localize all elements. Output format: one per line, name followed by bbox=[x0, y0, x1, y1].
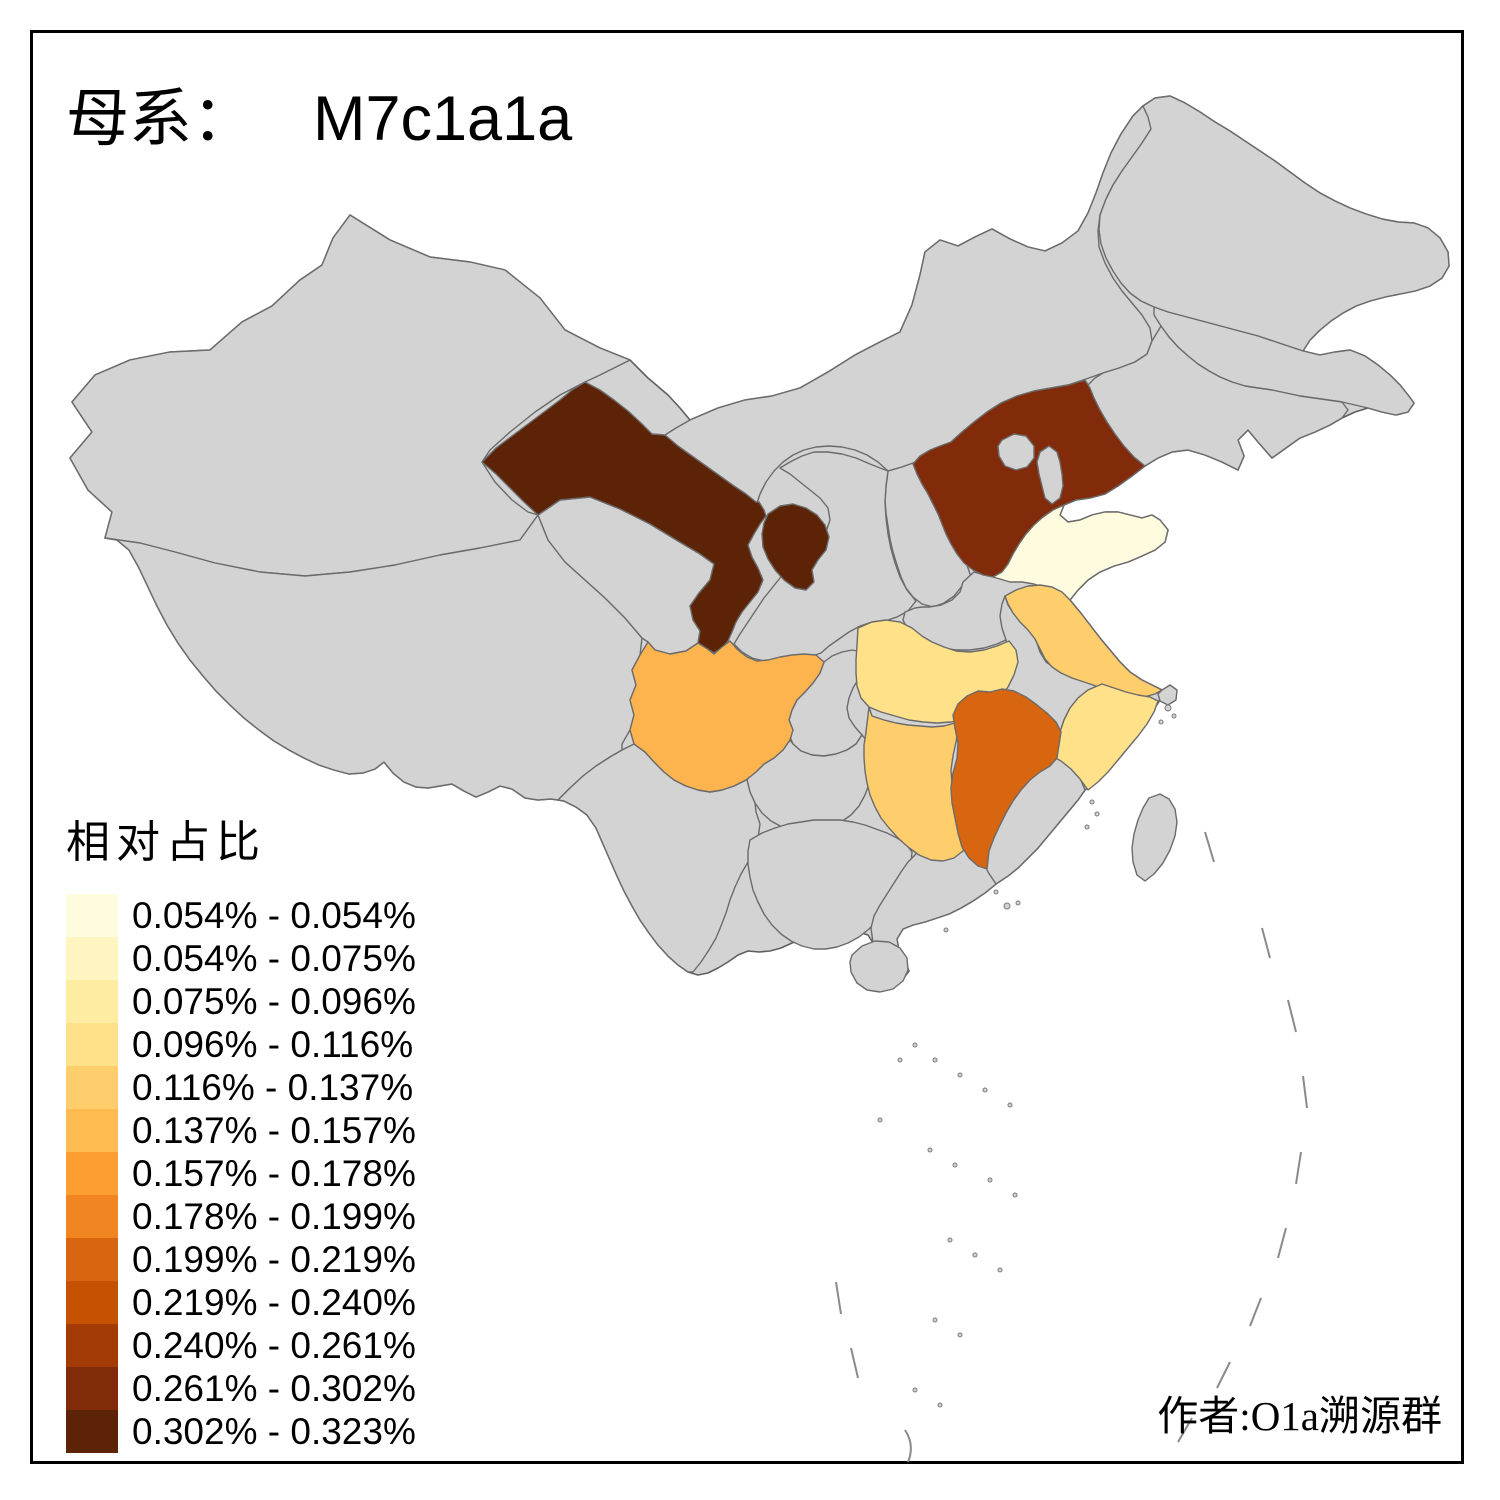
legend-label: 0.075% - 0.096% bbox=[132, 980, 416, 1022]
legend-items: 0.054% - 0.054% 0.054% - 0.075% 0.075% - 0… bbox=[66, 894, 416, 1453]
legend-item: 0.219% - 0.240% bbox=[66, 1281, 416, 1324]
legend-swatch bbox=[66, 1152, 118, 1195]
legend-label: 0.116% - 0.137% bbox=[132, 1066, 414, 1108]
province-shandong bbox=[992, 504, 1169, 601]
legend-swatch bbox=[66, 1281, 118, 1324]
coastal-islets bbox=[943, 704, 1177, 933]
scs-islets bbox=[877, 1042, 1018, 1408]
legend: 相对占比 0.054% - 0.054% 0.054% - 0.075% 0.075… bbox=[60, 800, 430, 1459]
province-jiangsu bbox=[1004, 584, 1163, 698]
legend-swatch bbox=[66, 980, 118, 1023]
legend-swatch bbox=[66, 1410, 118, 1453]
nine-dash-line bbox=[835, 831, 1308, 1463]
legend-label: 0.054% - 0.075% bbox=[132, 937, 416, 979]
legend-item: 0.240% - 0.261% bbox=[66, 1324, 416, 1367]
province-hainan bbox=[849, 940, 909, 993]
legend-label: 0.261% - 0.302% bbox=[132, 1367, 416, 1409]
map-title: 母系： M7c1a1a bbox=[66, 68, 572, 159]
province-heilongjiang bbox=[1098, 95, 1450, 352]
legend-label: 0.157% - 0.178% bbox=[132, 1152, 416, 1194]
province-jiangxi bbox=[950, 688, 1062, 870]
province-shanghai bbox=[1157, 684, 1178, 706]
title-haplogroup: M7c1a1a bbox=[313, 84, 573, 154]
legend-swatch bbox=[66, 1109, 118, 1152]
legend-item: 0.054% - 0.054% bbox=[66, 894, 416, 937]
legend-label: 0.096% - 0.116% bbox=[132, 1023, 414, 1065]
author-credit: 作者:O1a溯源群 bbox=[1157, 1393, 1442, 1439]
province-taiwan bbox=[1131, 793, 1178, 882]
legend-item: 0.157% - 0.178% bbox=[66, 1152, 416, 1195]
legend-swatch bbox=[66, 1023, 118, 1066]
province-shaanxi bbox=[733, 451, 917, 662]
plot-frame bbox=[30, 30, 1464, 1464]
legend-label: 0.054% - 0.054% bbox=[132, 894, 416, 936]
province-sichuan bbox=[629, 640, 825, 793]
legend-label: 0.302% - 0.323% bbox=[132, 1410, 416, 1452]
legend-item: 0.116% - 0.137% bbox=[66, 1066, 416, 1109]
legend-label: 0.178% - 0.199% bbox=[132, 1195, 416, 1237]
title-prefix: 母系： bbox=[66, 84, 255, 154]
legend-item: 0.137% - 0.157% bbox=[66, 1109, 416, 1152]
legend-item: 0.054% - 0.075% bbox=[66, 937, 416, 980]
province-zhejiang bbox=[1051, 683, 1159, 791]
legend-swatch bbox=[66, 894, 118, 937]
legend-swatch bbox=[66, 1066, 118, 1109]
legend-item: 0.178% - 0.199% bbox=[66, 1195, 416, 1238]
province-tianjin bbox=[1036, 445, 1064, 505]
legend-swatch bbox=[66, 1367, 118, 1410]
province-gansu bbox=[481, 381, 767, 654]
legend-swatch bbox=[66, 1238, 118, 1281]
legend-label: 0.199% - 0.219% bbox=[132, 1238, 416, 1280]
legend-title: 相对占比 bbox=[66, 818, 266, 867]
legend-item: 0.302% - 0.323% bbox=[66, 1410, 416, 1453]
legend-label: 0.240% - 0.261% bbox=[132, 1324, 416, 1366]
province-ningxia bbox=[761, 503, 830, 591]
legend-item: 0.075% - 0.096% bbox=[66, 980, 416, 1023]
legend-swatch bbox=[66, 1195, 118, 1238]
legend-item: 0.096% - 0.116% bbox=[66, 1023, 416, 1066]
legend-swatch bbox=[66, 937, 118, 980]
legend-item: 0.199% - 0.219% bbox=[66, 1238, 416, 1281]
legend-label: 0.137% - 0.157% bbox=[132, 1109, 416, 1151]
legend-label: 0.219% - 0.240% bbox=[132, 1281, 416, 1323]
province-beijing bbox=[997, 433, 1035, 471]
legend-item: 0.261% - 0.302% bbox=[66, 1367, 416, 1410]
legend-swatch bbox=[66, 1324, 118, 1367]
